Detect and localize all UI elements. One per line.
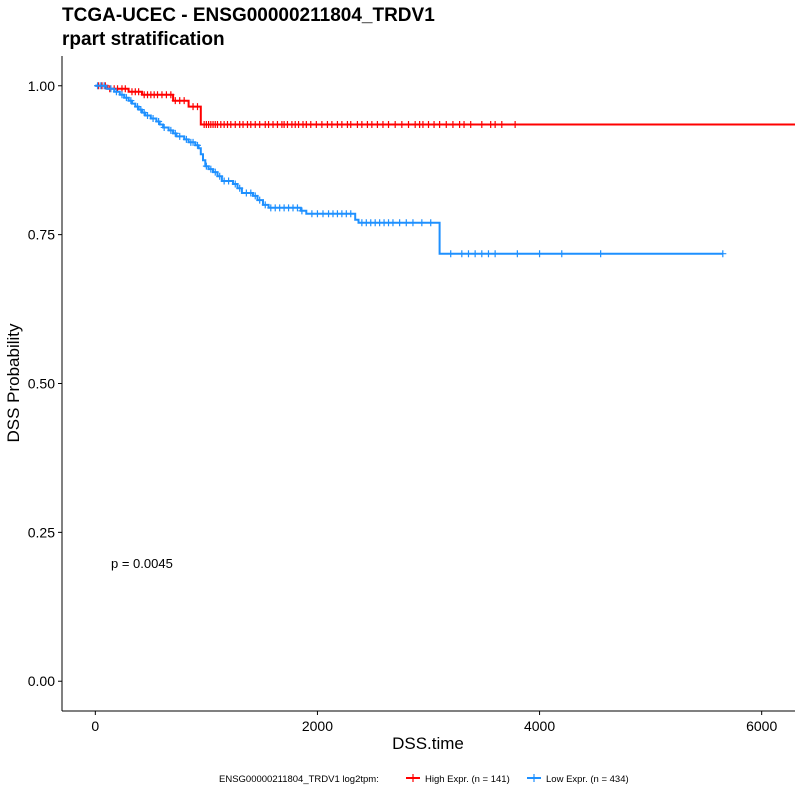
x-tick-label: 4000 <box>524 718 555 734</box>
chart-subtitle: rpart stratification <box>62 29 225 50</box>
y-axis-ticks: 0.00 0.25 0.50 0.75 1.00 <box>28 78 62 689</box>
legend-high-label: High Expr. (n = 141) <box>425 774 510 785</box>
censor-mark <box>402 219 410 227</box>
censor-mark <box>193 141 201 149</box>
y-tick-label: 0.25 <box>28 524 55 540</box>
censor-mark <box>137 106 145 114</box>
censor-mark <box>176 132 184 140</box>
censor-mark <box>107 85 115 93</box>
censor-mark <box>467 120 475 128</box>
censor-mark <box>513 250 521 258</box>
censor-mark <box>389 219 397 227</box>
censor-mark <box>160 123 168 131</box>
censor-mark <box>558 250 566 258</box>
censor-mark <box>118 91 126 99</box>
y-tick-label: 0.50 <box>28 376 55 392</box>
censor-mark <box>167 126 175 134</box>
censor-mark <box>536 250 544 258</box>
censor-mark <box>144 112 152 120</box>
censor-mark <box>447 250 455 258</box>
censor-mark <box>180 97 188 105</box>
censor-mark <box>121 85 129 93</box>
p-value-annotation: p = 0.0045 <box>111 556 173 571</box>
censor-mark <box>211 168 219 176</box>
censor-mark <box>449 120 457 128</box>
censor-mark <box>127 97 135 105</box>
y-tick-label: 1.00 <box>28 78 55 94</box>
censor-mark <box>491 120 499 128</box>
series-layer <box>94 82 795 258</box>
censor-mark <box>216 172 224 180</box>
legend-low-label: Low Expr. (n = 434) <box>546 774 629 785</box>
censor-mark <box>149 115 157 123</box>
chart-title: TCGA-UCEC - ENSG00000211804_TRDV1 <box>62 5 435 26</box>
censor-mark <box>231 180 239 188</box>
censor-mark <box>478 120 486 128</box>
censor-mark <box>409 219 417 227</box>
censor-mark <box>225 177 233 185</box>
censor-mark <box>256 196 264 204</box>
censor-mark <box>100 82 108 90</box>
censor-mark <box>182 135 190 143</box>
censor-mark <box>498 120 506 128</box>
censor-mark <box>347 120 355 128</box>
legend: ENSG00000211804_TRDV1 log2tpm: High Expr… <box>219 774 629 785</box>
censor-mark <box>418 219 426 227</box>
censor-mark <box>140 109 148 117</box>
censor-mark <box>484 250 492 258</box>
censor-mark <box>298 207 306 215</box>
censor-mark <box>155 118 163 125</box>
legend-title: ENSG00000211804_TRDV1 log2tpm: <box>219 774 379 785</box>
censor-mark <box>236 184 244 192</box>
censor-mark <box>442 120 450 128</box>
axes <box>61 56 795 712</box>
y-tick-label: 0.75 <box>28 227 55 243</box>
series-0 <box>95 82 795 128</box>
survival-curve-line <box>95 84 795 126</box>
censor-mark <box>398 120 406 128</box>
x-tick-label: 0 <box>91 718 99 734</box>
censor-mark <box>385 120 393 128</box>
x-axis-title: DSS.time <box>392 734 464 753</box>
x-axis-ticks: 0 2000 4000 6000 <box>91 711 777 734</box>
survival-curve-line <box>95 84 723 255</box>
censor-mark <box>436 120 444 128</box>
censor-mark <box>134 103 142 111</box>
censor-mark <box>202 162 210 170</box>
censor-mark <box>391 120 399 128</box>
y-axis-title: DSS Probability <box>4 323 23 443</box>
censor-mark <box>396 219 404 227</box>
censor-mark <box>478 250 486 258</box>
censor-mark <box>293 204 301 212</box>
censor-mark <box>193 103 201 111</box>
censor-mark <box>251 192 259 200</box>
censor-mark <box>207 165 215 173</box>
censor-mark <box>247 189 255 197</box>
x-tick-label: 2000 <box>302 718 333 734</box>
censor-mark <box>112 88 120 96</box>
censor-mark <box>135 88 143 96</box>
censor-mark <box>122 94 130 102</box>
censor-mark <box>261 201 269 209</box>
censor-mark <box>719 250 727 258</box>
censor-mark <box>405 120 413 128</box>
censor-mark <box>471 250 479 258</box>
censor-mark <box>597 250 605 258</box>
censor-mark <box>189 138 197 146</box>
censor-mark <box>458 250 466 258</box>
x-tick-label: 6000 <box>746 718 777 734</box>
censor-mark <box>460 120 468 128</box>
censor-mark <box>491 250 499 258</box>
censor-mark <box>511 120 519 128</box>
series-1 <box>94 82 727 258</box>
y-tick-label: 0.00 <box>28 673 55 689</box>
censor-mark <box>167 91 175 99</box>
censor-mark <box>171 129 179 137</box>
censor-mark <box>464 250 472 258</box>
censor-mark <box>347 210 355 218</box>
censor-mark <box>427 219 435 227</box>
